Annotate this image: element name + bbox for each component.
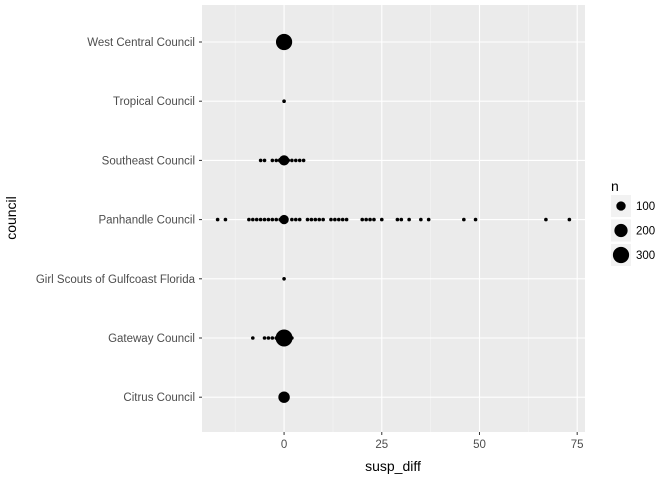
x-tick-label: 75 xyxy=(571,439,584,451)
y-axis: Citrus Council Gateway Council Girl Scouts… xyxy=(36,37,202,404)
data-point xyxy=(290,158,294,163)
y-tick-label: Panhandle Council xyxy=(98,215,195,227)
data-point xyxy=(379,217,384,222)
data-point xyxy=(270,217,275,222)
data-point xyxy=(293,217,298,222)
data-point xyxy=(251,217,255,222)
x-tick-label: 0 xyxy=(281,439,287,451)
y-axis-title: council xyxy=(3,196,19,240)
data-point xyxy=(274,158,279,163)
data-point xyxy=(340,217,345,222)
data-point xyxy=(262,336,267,340)
data-point xyxy=(293,158,298,163)
data-point xyxy=(274,217,279,222)
size-legend: n 100 200 300 xyxy=(611,178,655,266)
data-point xyxy=(305,217,310,222)
data-point xyxy=(247,217,251,222)
data-point xyxy=(309,217,314,222)
data-point xyxy=(399,217,404,222)
data-point xyxy=(262,217,267,222)
data-point xyxy=(297,217,302,222)
data-point xyxy=(297,158,302,163)
minor-gridlines xyxy=(234,5,529,432)
data-point xyxy=(364,217,368,222)
data-point xyxy=(290,217,294,222)
data-point xyxy=(336,217,341,222)
legend-title: n xyxy=(611,178,619,194)
x-tick-label: 25 xyxy=(375,439,388,451)
data-point xyxy=(407,217,411,222)
y-tick-label: Citrus Council xyxy=(123,392,195,404)
legend-label: 200 xyxy=(636,226,655,238)
data-points xyxy=(215,33,572,403)
y-tick-label: Girl Scouts of Gulfcoast Florida xyxy=(36,274,196,286)
data-point xyxy=(258,158,263,163)
data-point xyxy=(544,217,548,222)
data-point xyxy=(368,217,372,222)
y-tick-label: West Central Council xyxy=(87,37,195,49)
data-point xyxy=(275,33,293,51)
data-point xyxy=(262,158,267,163)
data-point xyxy=(282,99,286,104)
legend-point xyxy=(614,223,628,238)
data-point xyxy=(329,217,333,222)
data-point xyxy=(473,217,478,222)
data-point xyxy=(270,158,275,163)
data-point xyxy=(215,217,220,222)
data-point xyxy=(266,217,271,222)
x-tick-label: 50 xyxy=(473,439,486,451)
y-tick-label: Tropical Council xyxy=(113,96,195,108)
data-point xyxy=(333,217,337,222)
data-point xyxy=(258,217,263,222)
y-tick-label: Southeast Council xyxy=(102,155,195,167)
legend-label: 100 xyxy=(636,201,655,213)
data-point xyxy=(426,217,431,222)
legend-point xyxy=(612,246,630,264)
data-point xyxy=(360,217,365,222)
data-point xyxy=(321,217,325,222)
data-point xyxy=(251,336,255,340)
data-point xyxy=(462,217,466,222)
data-point xyxy=(282,277,286,281)
x-axis: 0 25 50 75 xyxy=(281,432,584,451)
data-point xyxy=(270,336,275,340)
legend-label: 300 xyxy=(636,250,655,262)
data-point xyxy=(266,336,271,340)
data-point xyxy=(279,214,289,225)
major-gridlines xyxy=(202,5,585,432)
data-point xyxy=(254,217,259,222)
data-point xyxy=(285,158,291,163)
data-point xyxy=(567,217,572,222)
data-point xyxy=(290,336,294,340)
data-point xyxy=(395,217,400,222)
data-point xyxy=(285,335,291,341)
data-point xyxy=(344,217,349,222)
x-axis-title: susp_diff xyxy=(365,458,421,474)
data-point xyxy=(223,217,228,222)
data-point xyxy=(419,217,423,222)
y-tick-label: Gateway Council xyxy=(108,333,195,345)
data-point xyxy=(275,329,293,347)
data-point xyxy=(317,217,322,222)
data-point xyxy=(372,217,376,222)
data-point xyxy=(278,391,290,403)
data-point xyxy=(313,217,318,222)
data-point xyxy=(278,155,290,166)
data-point xyxy=(301,158,306,163)
legend-point xyxy=(616,201,626,211)
